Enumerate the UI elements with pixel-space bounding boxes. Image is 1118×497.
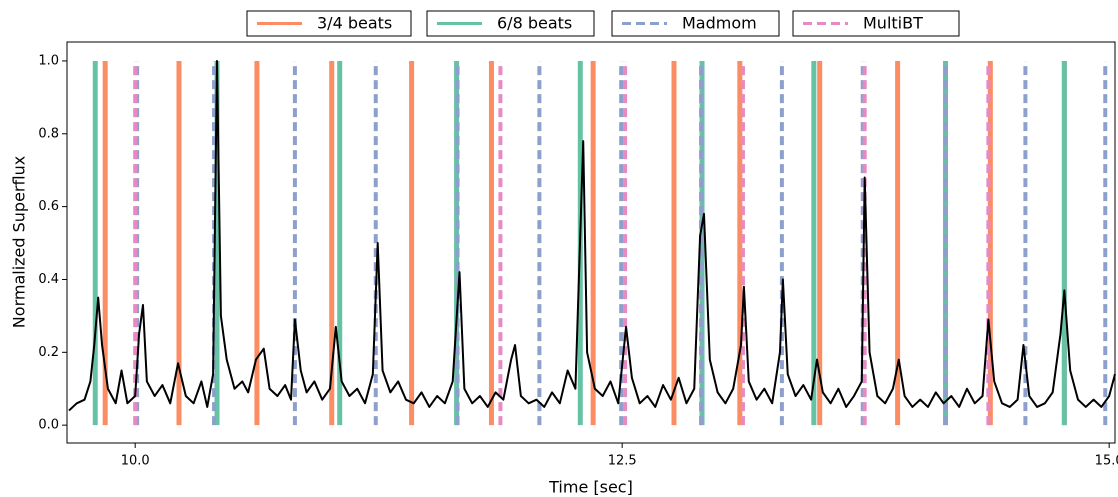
legend-item: 3/4 beats: [246, 10, 412, 37]
legend-label: Madmom: [682, 14, 757, 33]
plot-frame: [66, 41, 1116, 444]
y-tick-label: 0.8: [38, 126, 59, 141]
signal-line: [68, 59, 1116, 412]
legend-label: 3/4 beats: [317, 14, 392, 33]
legend-box: [792, 10, 960, 37]
legend-label: MultiBT: [863, 14, 923, 33]
y-tick-label: 0.4: [38, 272, 59, 287]
legend-label: 6/8 beats: [497, 14, 572, 33]
y-tick-label: 0.0: [38, 418, 59, 433]
x-tick-label: 12.5: [608, 454, 637, 469]
x-tick-label: 10.0: [121, 454, 150, 469]
legend-item: 6/8 beats: [426, 10, 595, 37]
y-tick-label: 0.2: [38, 345, 59, 360]
y-tick-label: 0.6: [38, 199, 59, 214]
legend-item: MultiBT: [792, 10, 960, 37]
legend-item: Madmom: [611, 10, 780, 37]
y-tick-label: 1.0: [38, 53, 59, 68]
x-tick-label: 15.0: [1095, 454, 1118, 469]
x-axis-label: Time [sec]: [548, 478, 633, 497]
y-axis-label: Normalized Superflux: [10, 156, 29, 328]
